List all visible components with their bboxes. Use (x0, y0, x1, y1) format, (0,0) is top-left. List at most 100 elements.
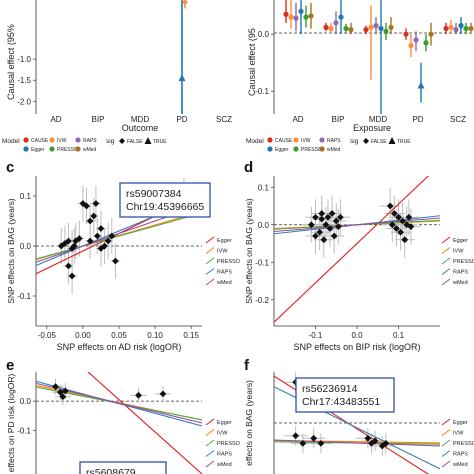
panel-e-letter: e (6, 357, 14, 374)
panel-a-category-4: SCZ (216, 115, 232, 124)
panel-b-point-23 (428, 31, 434, 37)
panel-b-legend-sig-title: sig (350, 138, 359, 145)
panel-b-point-1 (288, 14, 294, 20)
panel-b-legend-sig-label-1: TRUE (397, 139, 411, 145)
panel-d-point-15 (386, 202, 394, 210)
panel-d-point-4 (320, 236, 328, 244)
panel-c-legend-swatch-2 (205, 257, 215, 265)
panel-f-point-2 (299, 440, 307, 447)
panel-a-legend-swatch-5 (75, 146, 81, 152)
panel-e-ytick-label-0: 0.0 (20, 397, 32, 406)
panel-d-point-20 (397, 228, 404, 236)
panel-c-point-17 (101, 242, 108, 250)
panel-b-legend-swatch-5 (319, 146, 325, 152)
panel-e-ytick-label-1: -0.1 (17, 426, 31, 435)
panel-e-legend-label-1: IVW (217, 431, 228, 437)
panel-d-point-9 (330, 232, 338, 240)
panel-d-point-24 (405, 213, 413, 221)
panel-f-legend-swatch-0 (441, 418, 451, 426)
panel-b-point-20 (413, 37, 419, 43)
panel-b-point-24 (443, 25, 449, 32)
panel-b-legend-label-4: PRESSO (301, 147, 322, 153)
panel-b-point-2 (293, 15, 299, 21)
panel-d-xlabel: SNP effects on BIP risk (logOR) (293, 342, 420, 352)
panel-b-point-14 (373, 23, 379, 29)
panel-d-legend-label-3: RAPS (453, 270, 468, 276)
panel-b-legend-swatch-0 (267, 137, 273, 143)
panel-e-point-5 (159, 390, 167, 398)
panel-b-legend-label-5: wMed (327, 147, 341, 153)
panel-a-yticks: -1.0 -1.5 -2.0 (17, 55, 36, 106)
panel-b-point-13 (368, 24, 374, 30)
panel-b-point-11 (348, 27, 354, 33)
panel-a-legend-label-1: IVW (57, 138, 67, 144)
panel-c-point-12 (90, 212, 98, 220)
panel-b-legend-swatch-2 (319, 137, 325, 143)
panel-e-legend-swatch-3 (205, 450, 215, 457)
panel-e-fit-0 (87, 372, 202, 474)
panel-b-legend-label-2: RAPS (327, 138, 341, 144)
panel-d-point-0 (307, 221, 315, 229)
panel-b-point-27 (458, 23, 464, 29)
panel-b-yticks: 0.0 -0.1 (255, 30, 274, 96)
panel-e-data (36, 372, 202, 474)
panel-b-ytick-label-1: -0.1 (255, 87, 269, 96)
panel-a-legend-title: Model (2, 138, 20, 145)
panel-b: Causal effect (95 0.0-0.1 AD BIP MDD PD SCZ … (246, 0, 474, 153)
panel-e-point-0 (52, 383, 59, 390)
panel-c-point-5 (68, 272, 76, 280)
panel-a-xlabel: Outcome (122, 123, 159, 133)
panel-b-point-7 (328, 25, 334, 32)
panel-c-ytick-label-1: 0.0 (20, 242, 32, 251)
panel-a-ytick-label-2: -2.0 (17, 97, 31, 106)
panel-c-legend-label-3: RAPS (217, 270, 232, 276)
panel-b-category-0: AD (292, 115, 303, 124)
panel-c-legend-swatch-3 (205, 268, 215, 275)
panel-a-legend-label-2: RAPS (83, 138, 97, 144)
panel-d-point-7 (326, 225, 334, 232)
panel-c-annotation-line-0: rs59007384 (126, 188, 182, 200)
panel-c-point-16 (97, 245, 105, 252)
panel-d-point-12 (337, 213, 344, 221)
panel-a-legend-sig-title: sig (106, 138, 115, 145)
panel-d-legend: Egger IVW PRESSO RAPS wMed (441, 236, 474, 286)
panel-d-ytick-label-1: 0.0 (258, 221, 270, 230)
panel-e-fit-4 (36, 382, 202, 424)
panel-b-ytick-label-0: 0.0 (258, 30, 270, 39)
panel-f-fit-4 (274, 439, 440, 447)
panel-b-point-6 (323, 24, 329, 30)
panel-b-point-28 (463, 25, 469, 32)
panel-b-point-22 (423, 40, 429, 46)
panel-d-letter: d (244, 159, 253, 176)
panel-a-legend-swatch-4 (49, 146, 55, 152)
panel-e-annotation-line-0: rs5608679 (86, 467, 136, 474)
panel-b-ylabel: Causal effect (95 (247, 28, 257, 96)
panel-a-legend-sig-mark-1 (144, 137, 152, 144)
panel-c-xtick-label-3: 0.10 (147, 331, 163, 340)
panel-d-ylabel: SNP effects on BAG (years) (244, 198, 254, 304)
panel-d-legend-swatch-1 (441, 247, 451, 254)
panel-c-legend-swatch-4 (205, 278, 215, 286)
panel-f-legend-label-2: PRESSO (453, 441, 474, 447)
panel-c-point-2 (65, 237, 72, 245)
panel-f-point-8 (378, 442, 386, 450)
panel-c-point-21 (104, 237, 112, 245)
panel-d-point-14 (318, 215, 326, 223)
panel-d-point-13 (312, 232, 319, 240)
panel-d-legend-label-4: wMed (452, 280, 468, 286)
panel-a-legend: Model CAUSE IVW RAPS Egger PRESSO wMed sig FALSE… (2, 137, 167, 153)
panel-c-point-18 (108, 232, 116, 240)
panel-c-point-20 (70, 242, 78, 250)
panel-b-category-1: BIP (332, 115, 345, 124)
panel-b-point-21 (417, 81, 425, 89)
panel-c-xlabel: SNP effects on AD risk (logOR) (57, 342, 182, 352)
panel-c-xtick-label-4: 0.15 (183, 331, 199, 340)
panel-e-legend-label-4: wMed (216, 462, 232, 468)
panel-b-marks (283, 0, 474, 114)
panel-f-point-5 (364, 434, 372, 442)
panel-d-data (274, 176, 440, 323)
panel-b-legend: Model CAUSE IVW RAPS Egger PRESSO wMed sig FALSE… (246, 137, 411, 153)
